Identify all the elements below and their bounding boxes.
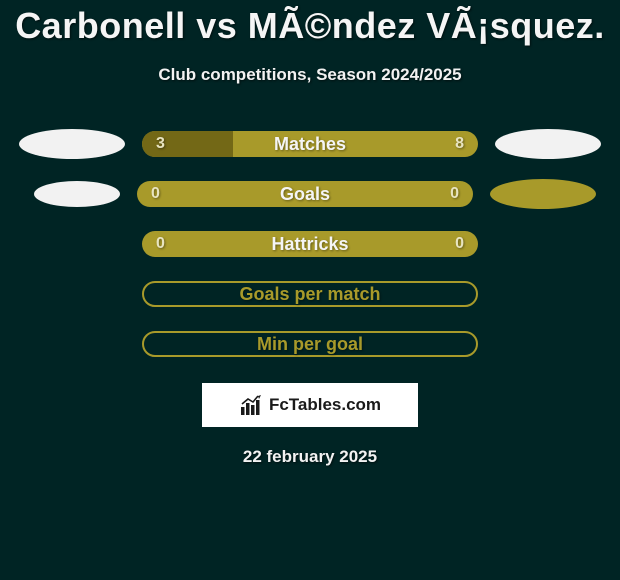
stat-label: Hattricks [271,234,348,255]
stat-row: 3 Matches 8 [0,129,620,159]
stat-label: Goals [280,184,330,205]
stat-value-right: 0 [450,185,459,203]
fctables-logo-icon [239,395,263,415]
stat-bar: 0 Goals 0 [137,181,473,207]
stat-bar: 3 Matches 8 [142,131,478,157]
stat-rows: 3 Matches 8 0 Goals 0 0 Hattricks 0 Goals per mat… [0,129,620,359]
player-right-ellipse [495,129,601,159]
stat-row: 0 Hattricks 0 [0,229,620,259]
player-right-ellipse [490,179,596,209]
player-left-ellipse [19,129,125,159]
stat-label: Goals per match [239,284,380,305]
stat-value-right: 0 [455,235,464,253]
stat-row: 0 Goals 0 [0,179,620,209]
page-title: Carbonell vs MÃ©ndez VÃ¡squez. [0,5,620,47]
stat-row: Goals per match [0,279,620,309]
stat-value-left: 0 [156,235,165,253]
stat-value-left: 0 [151,185,160,203]
comparison-card: Carbonell vs MÃ©ndez VÃ¡squez. Club comp… [0,0,620,580]
player-left-ellipse [34,181,120,207]
stat-bar: 0 Hattricks 0 [142,231,478,257]
fctables-logo[interactable]: FcTables.com [202,383,418,427]
stat-bar: Goals per match [142,281,478,307]
stat-label: Matches [274,134,346,155]
stat-value-left: 3 [156,135,165,153]
stat-value-right: 8 [455,135,464,153]
date-label: 22 february 2025 [0,447,620,467]
stat-row: Min per goal [0,329,620,359]
stat-label: Min per goal [257,334,363,355]
stat-bar: Min per goal [142,331,478,357]
subtitle: Club competitions, Season 2024/2025 [0,65,620,85]
fctables-logo-text: FcTables.com [269,395,381,415]
